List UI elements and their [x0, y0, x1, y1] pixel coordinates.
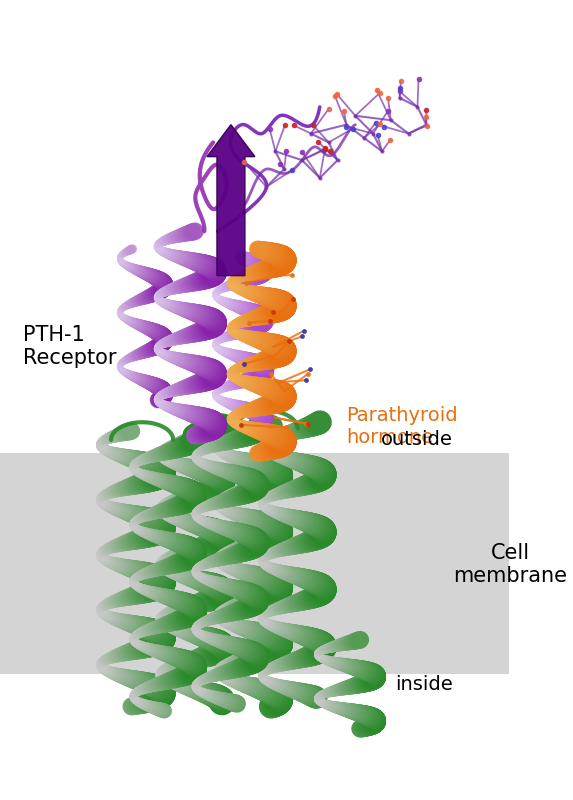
- Text: Parathyroid
hormone: Parathyroid hormone: [347, 406, 458, 447]
- Text: PTH-1
Receptor: PTH-1 Receptor: [22, 325, 116, 368]
- Text: outside: outside: [381, 430, 453, 450]
- Polygon shape: [207, 125, 255, 276]
- Text: inside: inside: [395, 674, 453, 694]
- Bar: [0, 454, 509, 674]
- Text: Cell
membrane: Cell membrane: [453, 542, 567, 586]
